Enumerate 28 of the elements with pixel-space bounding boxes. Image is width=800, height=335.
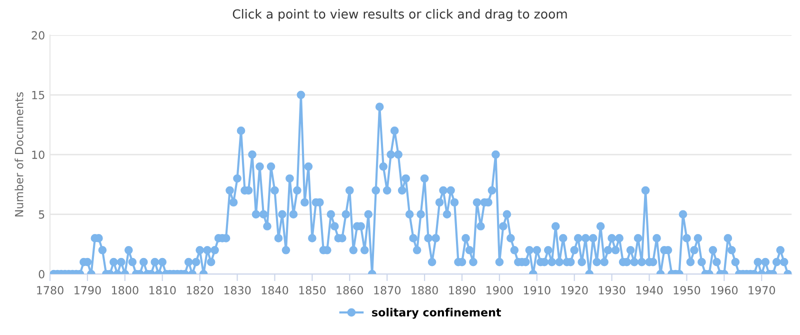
x-tick-label: 1810 [149, 286, 176, 294]
x-tick-label: 1860 [336, 286, 364, 294]
legend-label: solitary confinement [372, 308, 502, 319]
x-tick-label: 1850 [299, 286, 326, 294]
x-tick-label: 1940 [636, 286, 663, 294]
y-tick-label: 15 [32, 91, 44, 100]
x-tick-label: 1970 [748, 286, 776, 294]
y-tick-label: 5 [38, 210, 44, 219]
x-tick-label: 1950 [674, 286, 700, 294]
x-tick-label: 1930 [598, 286, 626, 294]
y-tick-label: 10 [32, 150, 44, 159]
x-tick-label: 1870 [374, 286, 400, 294]
y-axis-title: Number of Documents [14, 92, 24, 216]
x-tick-label: 1960 [711, 286, 738, 294]
chart-title: Click a point to view results or click and drag to zoom [232, 9, 567, 22]
x-tick-label: 1910 [524, 286, 550, 294]
y-tick-label: 0 [38, 270, 44, 278]
y-tick-label: 20 [32, 31, 44, 40]
x-tick-label: 1790 [74, 286, 101, 294]
x-tick-label: 1800 [112, 286, 138, 294]
x-tick-label: 1780 [37, 286, 64, 294]
x-tick-label: 1890 [449, 286, 476, 294]
x-tick-label: 1830 [224, 286, 251, 294]
x-tick-label: 1820 [186, 286, 214, 294]
x-tick-label: 1900 [486, 286, 513, 294]
x-tick-label: 1920 [561, 286, 588, 294]
x-tick-label: 1840 [262, 286, 288, 294]
x-tick-label: 1880 [412, 286, 438, 294]
